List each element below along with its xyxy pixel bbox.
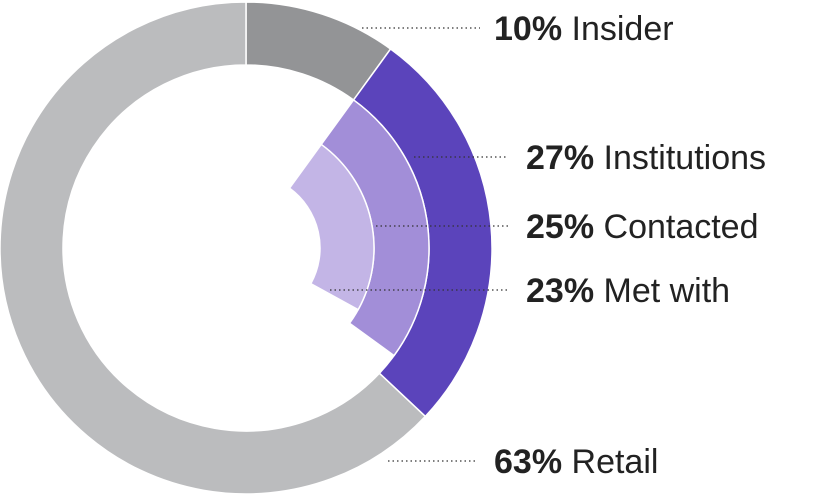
slice-met-with — [288, 143, 375, 311]
label-name-contacted: Contacted — [594, 208, 758, 246]
chart-slices — [0, 1, 493, 494]
label-contacted: 25% Contacted — [526, 208, 759, 246]
leader-lines — [330, 27, 508, 462]
label-value-retail: 63% — [494, 443, 562, 481]
label-value-met-with: 23% — [526, 272, 594, 310]
label-value-institutions: 27% — [526, 139, 594, 177]
label-retail: 63% Retail — [494, 443, 658, 481]
label-name-met-with: Met with — [594, 272, 730, 310]
chart-labels: 10% Insider 27% Institutions 63% Retail 25%… — [494, 10, 766, 481]
label-value-contacted: 25% — [526, 208, 594, 246]
label-name-institutions: Institutions — [594, 139, 766, 177]
label-value-insider: 10% — [494, 10, 562, 48]
label-insider: 10% Insider — [494, 10, 674, 48]
label-met-with: 23% Met with — [526, 272, 730, 310]
label-name-retail: Retail — [562, 443, 658, 481]
label-institutions: 27% Institutions — [526, 139, 766, 177]
label-name-insider: Insider — [562, 10, 674, 48]
slice-retail — [0, 1, 427, 494]
